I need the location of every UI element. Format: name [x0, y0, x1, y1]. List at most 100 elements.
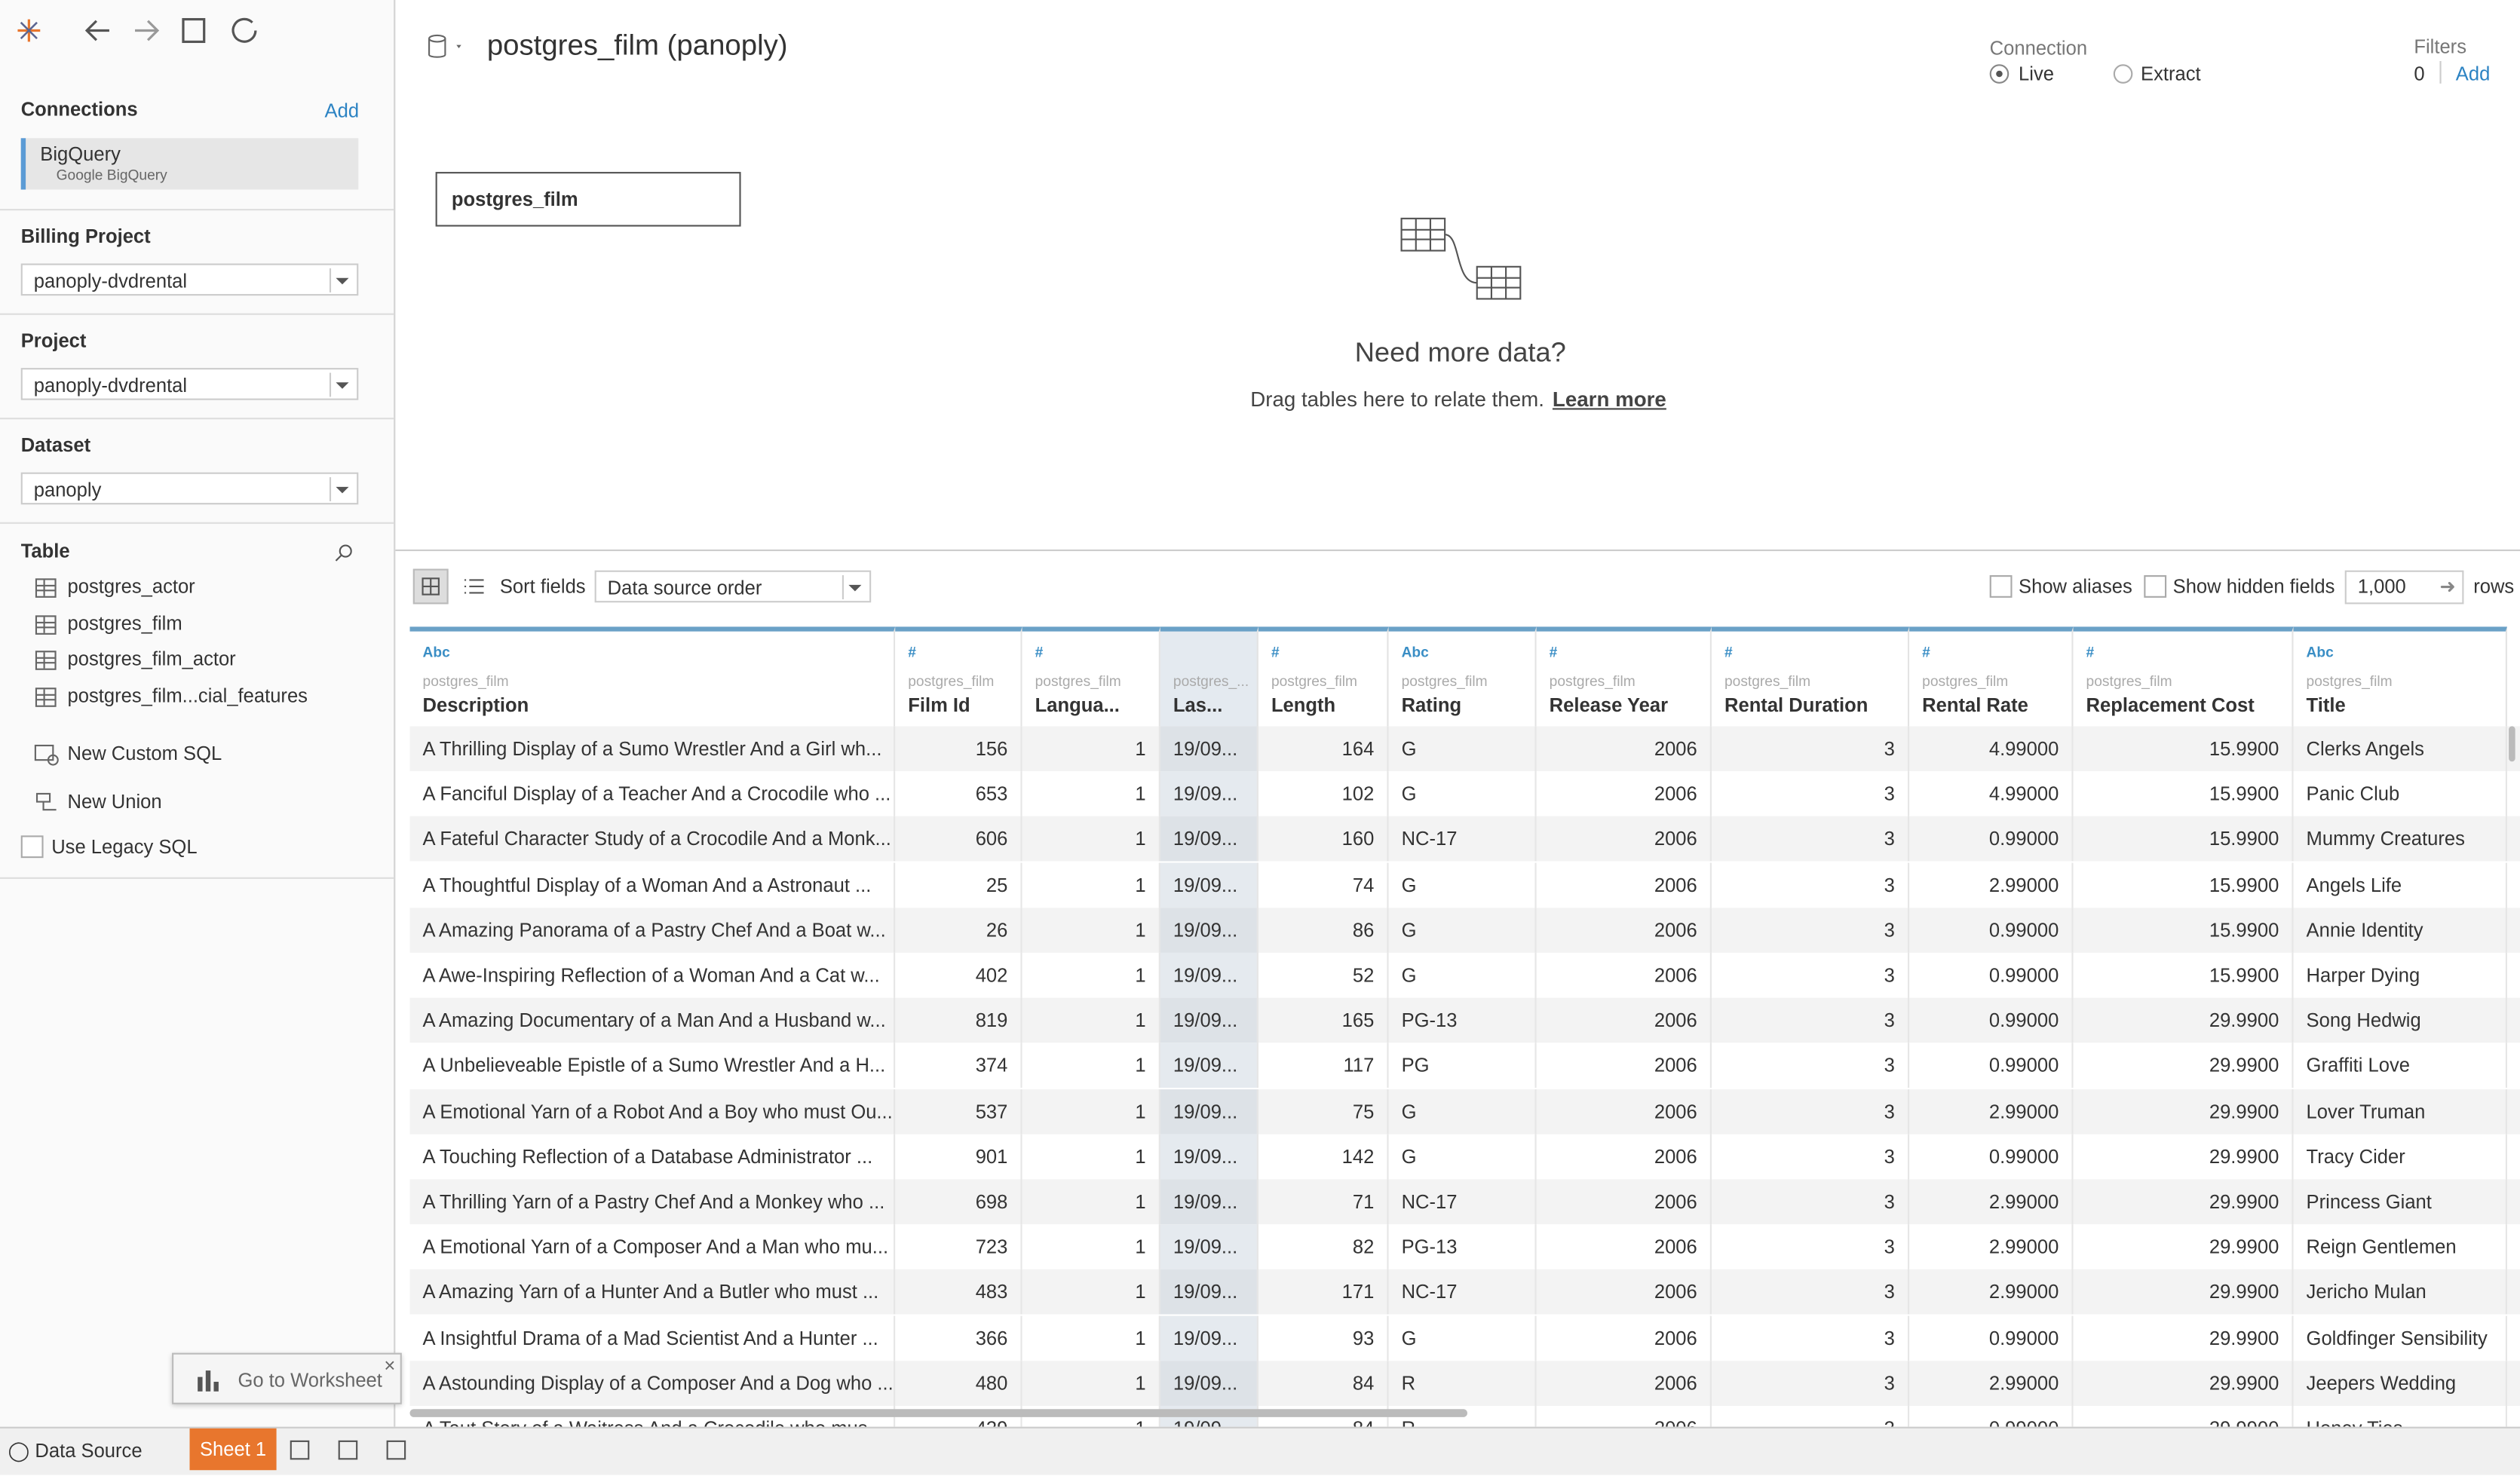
sort-dropdown[interactable]: Data source order [594, 570, 872, 603]
table-cell: 0.99000 [1909, 997, 2074, 1043]
add-link[interactable]: Add [324, 100, 360, 122]
search-icon[interactable] [334, 543, 354, 562]
table-cell: 1 [1022, 862, 1160, 908]
table-cell: 25 [895, 862, 1022, 908]
use-legacy-sql[interactable]: Use Legacy SQL [51, 835, 198, 859]
column-header[interactable]: # postgres_film Rental Rate [1909, 626, 2074, 727]
dropdown-value: panoply [33, 479, 102, 501]
filters-add[interactable]: Add [2455, 63, 2491, 85]
scrollbar[interactable] [409, 1409, 1467, 1417]
table-item[interactable]: postgres_actor [67, 575, 195, 598]
table-item[interactable]: postgres_film [67, 611, 182, 635]
table-cell: A Thoughtful Display of a Woman And a As… [410, 862, 896, 908]
table-cell: Jeepers Wedding [2294, 1360, 2507, 1406]
table-cell: 4.99000 [1909, 726, 2074, 772]
column-name: Length [1271, 694, 1336, 717]
table-cell: 15.9900 [2074, 952, 2294, 998]
table-row: A Fanciful Display of a Teacher And a Cr… [409, 771, 2520, 817]
table-box[interactable]: postgres_film [435, 172, 741, 227]
table-row: A Thrilling Yarn of a Pastry Chef And a … [409, 1179, 2520, 1225]
table-cell: 3 [1712, 1134, 1910, 1180]
table-cell: A Amazing Documentary of a Man And a Hus… [410, 997, 896, 1043]
column-header[interactable]: postgres_... Las... [1160, 626, 1258, 727]
table-item[interactable]: postgres_film_actor [67, 648, 236, 671]
column-header[interactable]: # postgres_film Langua... [1022, 626, 1160, 727]
table-row: A Thrilling Display of a Sumo Wrestler A… [409, 726, 2520, 772]
table-cell: Lover Truman [2294, 1089, 2507, 1134]
dropdown[interactable]: panoply [20, 472, 359, 505]
column-header[interactable]: # postgres_film Length [1258, 626, 1389, 727]
column-header[interactable]: # postgres_film Rental Duration [1711, 626, 1910, 727]
column-name: Replacement Cost [2086, 694, 2255, 717]
connection-item[interactable]: BigQuery Google BigQuery [20, 138, 359, 190]
show-aliases[interactable]: Show aliases [2019, 575, 2132, 598]
table-cell: 84 [1258, 1360, 1389, 1406]
table-row: A Fateful Character Study of a Crocodile… [409, 816, 2520, 862]
extract-label[interactable]: Extract [2141, 63, 2201, 85]
table-cell: A Emotional Yarn of a Robot And a Boy wh… [410, 1089, 896, 1134]
column-name: Film Id [908, 694, 970, 717]
table-cell: 480 [895, 1360, 1022, 1406]
tab-icons[interactable] [286, 1435, 415, 1467]
table-cell: 2006 [1537, 1179, 1712, 1225]
table-icon [35, 651, 57, 671]
column-header[interactable]: # postgres_film Replacement Cost [2073, 626, 2294, 727]
column-type: Abc [422, 644, 450, 661]
table-cell: 2006 [1537, 1089, 1712, 1134]
connection-label: Connection [1989, 37, 2088, 60]
column-header[interactable]: Abc postgres_film Rating [1388, 626, 1537, 727]
table-cell: 74 [1258, 862, 1389, 908]
table-cell: 1 [1022, 952, 1160, 998]
tab-label: Data Source [35, 1439, 143, 1462]
table-cell: A Amazing Panorama of a Pastry Chef And … [410, 907, 896, 953]
close[interactable]: × [384, 1354, 396, 1377]
table-cell: 2.99000 [1909, 1089, 2074, 1134]
table-cell: 3 [1712, 952, 1910, 998]
rows-input[interactable]: 1,000 ➜ [2344, 570, 2464, 605]
radio-live[interactable] [1989, 64, 2010, 84]
learn-more[interactable]: Learn more [1552, 387, 1666, 412]
table-cell: NC-17 [1389, 816, 1537, 862]
column-name: Rating [1401, 694, 1462, 717]
datasource-icon[interactable] [426, 32, 468, 61]
column-name: Title [2306, 694, 2346, 717]
data-source-tab[interactable]: ◯ Data Source [8, 1439, 143, 1462]
table-cell: 402 [895, 952, 1022, 998]
table-cell: 19/09... [1160, 1179, 1258, 1225]
checkbox[interactable] [20, 835, 44, 859]
dropdown[interactable]: panoply-dvdrental [20, 263, 359, 296]
show-hidden[interactable]: Show hidden fields [2172, 575, 2335, 598]
tooltip-text[interactable]: Go to Worksheet [238, 1368, 382, 1392]
table-cell: NC-17 [1389, 1179, 1537, 1225]
table-cell: 0.99000 [1909, 1043, 2074, 1089]
checkbox[interactable] [2144, 575, 2167, 598]
new-union[interactable]: New Union [67, 790, 162, 813]
column-source: postgres_film [1035, 673, 1121, 690]
table-cell: 19/09... [1160, 771, 1258, 817]
column-type: Abc [2306, 644, 2334, 661]
toolbar-icons[interactable] [81, 13, 274, 48]
table-item[interactable]: postgres_film...cial_features [67, 684, 308, 707]
column-header[interactable]: # postgres_film Release Year [1536, 626, 1712, 727]
checkbox[interactable] [1989, 575, 2013, 598]
dropdown-value: panoply-dvdrental [33, 374, 188, 397]
new-custom-sql[interactable]: New Custom SQL [67, 742, 222, 765]
scrollbar[interactable] [2509, 726, 2515, 762]
table-icon [35, 578, 57, 598]
table-cell: Graffiti Love [2294, 1043, 2507, 1089]
table-cell: 1 [1022, 1315, 1160, 1361]
sheet-tab[interactable]: Sheet 1 [189, 1428, 277, 1471]
column-header[interactable]: # postgres_film Film Id [895, 626, 1022, 727]
table-cell: 1 [1022, 1043, 1160, 1089]
live-label[interactable]: Live [2019, 63, 2054, 85]
table-cell: 19/09... [1160, 1134, 1258, 1180]
dropdown[interactable]: panoply-dvdrental [20, 368, 359, 400]
table-cell: 142 [1258, 1134, 1389, 1180]
table-cell: 366 [895, 1315, 1022, 1361]
column-source: postgres_film [1922, 673, 2009, 690]
section-label: Billing Project [20, 225, 151, 248]
column-header[interactable]: Abc postgres_film Title [2293, 626, 2507, 727]
radio-extract[interactable] [2113, 64, 2133, 84]
column-header[interactable]: Abc postgres_film Description [409, 626, 896, 727]
table-cell: A Insightful Drama of a Mad Scientist An… [410, 1315, 896, 1361]
